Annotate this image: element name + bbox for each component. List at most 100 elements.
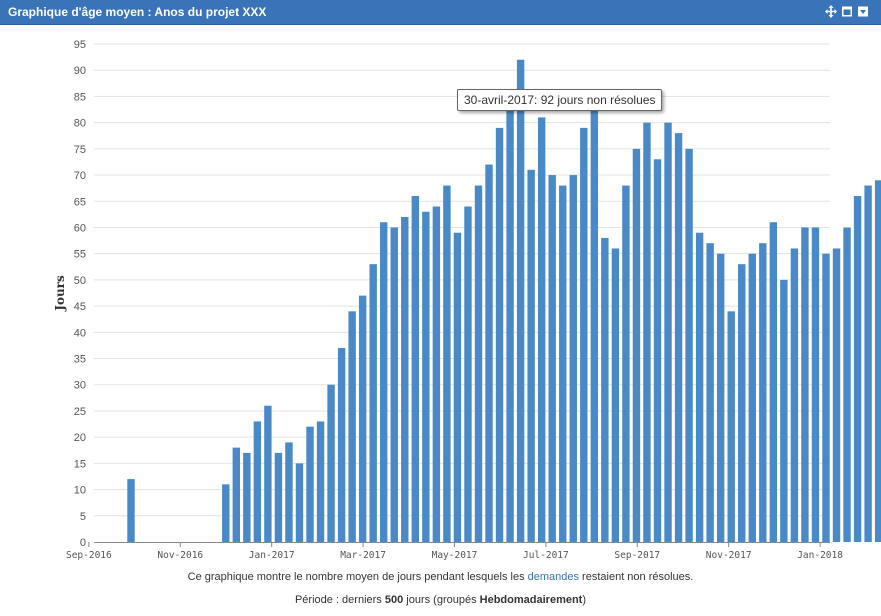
bar [390, 227, 398, 542]
bar [327, 384, 335, 542]
bar [864, 185, 872, 542]
y-tick-label: 5 [80, 511, 86, 523]
bar-tooltip: 30-avril-2017: 92 jours non résolues [457, 89, 663, 111]
grid-lines [94, 43, 830, 517]
bar [516, 59, 525, 542]
bar [790, 248, 799, 542]
y-axis-ticks: 0 5 10 15 20 25 30 35 40 45 50 55 60 65 70 75 80 85 90 95 [74, 39, 86, 549]
description-text-before: Ce graphique montre le nombre moyen de j… [187, 571, 528, 583]
x-tick-label: Nov-2017 [706, 550, 752, 561]
bar [464, 206, 472, 543]
x-axis-ticks: Sep-2016 Nov-2016 Jan-2017 Mar-2017 May-2017… [66, 542, 843, 561]
bar [337, 348, 346, 542]
bar [664, 122, 672, 542]
bar [527, 169, 535, 542]
description-text-after: restaient non résolues. [579, 571, 694, 583]
y-tick-label: 65 [74, 196, 86, 208]
bar [243, 452, 251, 542]
bar [432, 206, 441, 543]
bar [559, 185, 567, 542]
bar [822, 253, 830, 542]
bar [632, 148, 641, 542]
period-grouping: Hebdomadairement [479, 594, 583, 606]
bar [738, 264, 746, 542]
y-tick-label: 10 [74, 485, 86, 497]
bar [853, 196, 862, 542]
bar [548, 175, 556, 543]
period-info: Période : derniers 500 jours (groupés He… [0, 594, 881, 606]
y-tick-label: 20 [74, 432, 86, 444]
period-days: 500 [384, 594, 404, 606]
demandes-link[interactable]: demandes [527, 571, 579, 583]
chart-description: Ce graphique montre le nombre moyen de j… [0, 571, 881, 583]
gadget-tools [825, 5, 869, 18]
y-tick-label: 90 [74, 65, 86, 77]
bar [580, 127, 588, 542]
y-tick-label: 30 [74, 380, 86, 392]
bar [685, 148, 693, 542]
bar [695, 232, 704, 542]
x-tick-label: Jul-2017 [523, 550, 569, 561]
bar [485, 164, 493, 542]
average-age-bar-chart: 0 5 10 15 20 25 30 35 40 45 50 55 60 65 70 75 80 85 90 95 S… [53, 39, 881, 561]
bar [443, 185, 451, 542]
gadget-title: Graphique d'âge moyen : Anos du projet X… [8, 5, 267, 19]
bar [306, 426, 314, 542]
bar [727, 311, 735, 542]
bar [780, 279, 788, 542]
bar [874, 180, 881, 542]
y-tick-label: 35 [74, 354, 86, 366]
bar [643, 122, 651, 542]
bar [653, 159, 662, 543]
bar [537, 117, 546, 543]
bar [811, 227, 820, 542]
bar [401, 216, 409, 542]
y-tick-label: 75 [74, 144, 86, 156]
period-text-before: Période : derniers [294, 594, 385, 606]
move-icon[interactable] [825, 5, 837, 18]
bar [601, 237, 609, 543]
bar [674, 133, 683, 542]
x-tick-label: Mar-2017 [340, 550, 386, 561]
bar [422, 211, 430, 542]
bar [285, 442, 293, 542]
bar [769, 222, 778, 543]
gadget-titlebar: Graphique d'âge moyen : Anos du projet X… [0, 0, 881, 25]
bar [622, 185, 630, 542]
bar [801, 227, 809, 542]
bar [222, 484, 230, 542]
bar [253, 421, 262, 542]
y-tick-label: 25 [74, 406, 86, 418]
x-tick-label: Sep-2016 [66, 550, 112, 561]
menu-dropdown-icon[interactable] [857, 5, 869, 18]
y-tick-label: 55 [74, 249, 86, 261]
bar [748, 253, 756, 542]
bar [369, 264, 377, 542]
bar [380, 222, 388, 543]
y-tick-label: 60 [74, 222, 86, 234]
bar [843, 227, 851, 542]
period-text-middle: jours (groupés [403, 594, 480, 606]
y-tick-label: 15 [74, 458, 86, 470]
maximize-icon[interactable] [841, 5, 853, 18]
bar [358, 295, 367, 542]
bar [590, 96, 599, 542]
x-tick-label: May-2017 [432, 550, 478, 561]
y-tick-label: 0 [80, 537, 86, 549]
x-tick-label: Jan-2018 [797, 550, 843, 561]
bar [411, 196, 420, 542]
bar [611, 248, 620, 542]
bar [316, 421, 325, 542]
y-tick-label: 80 [74, 118, 86, 130]
bar [706, 243, 714, 542]
bar [274, 452, 283, 542]
bar [495, 127, 504, 542]
y-tick-label: 40 [74, 327, 86, 339]
bar [832, 248, 841, 542]
bar [506, 96, 514, 542]
bar [474, 185, 483, 542]
y-tick-label: 95 [74, 39, 86, 51]
y-tick-label: 45 [74, 301, 86, 313]
bar [348, 311, 356, 542]
